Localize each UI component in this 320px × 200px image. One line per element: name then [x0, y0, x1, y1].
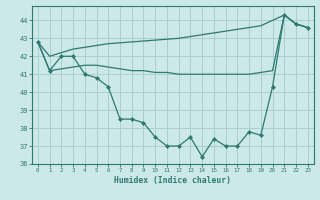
- X-axis label: Humidex (Indice chaleur): Humidex (Indice chaleur): [114, 176, 231, 185]
